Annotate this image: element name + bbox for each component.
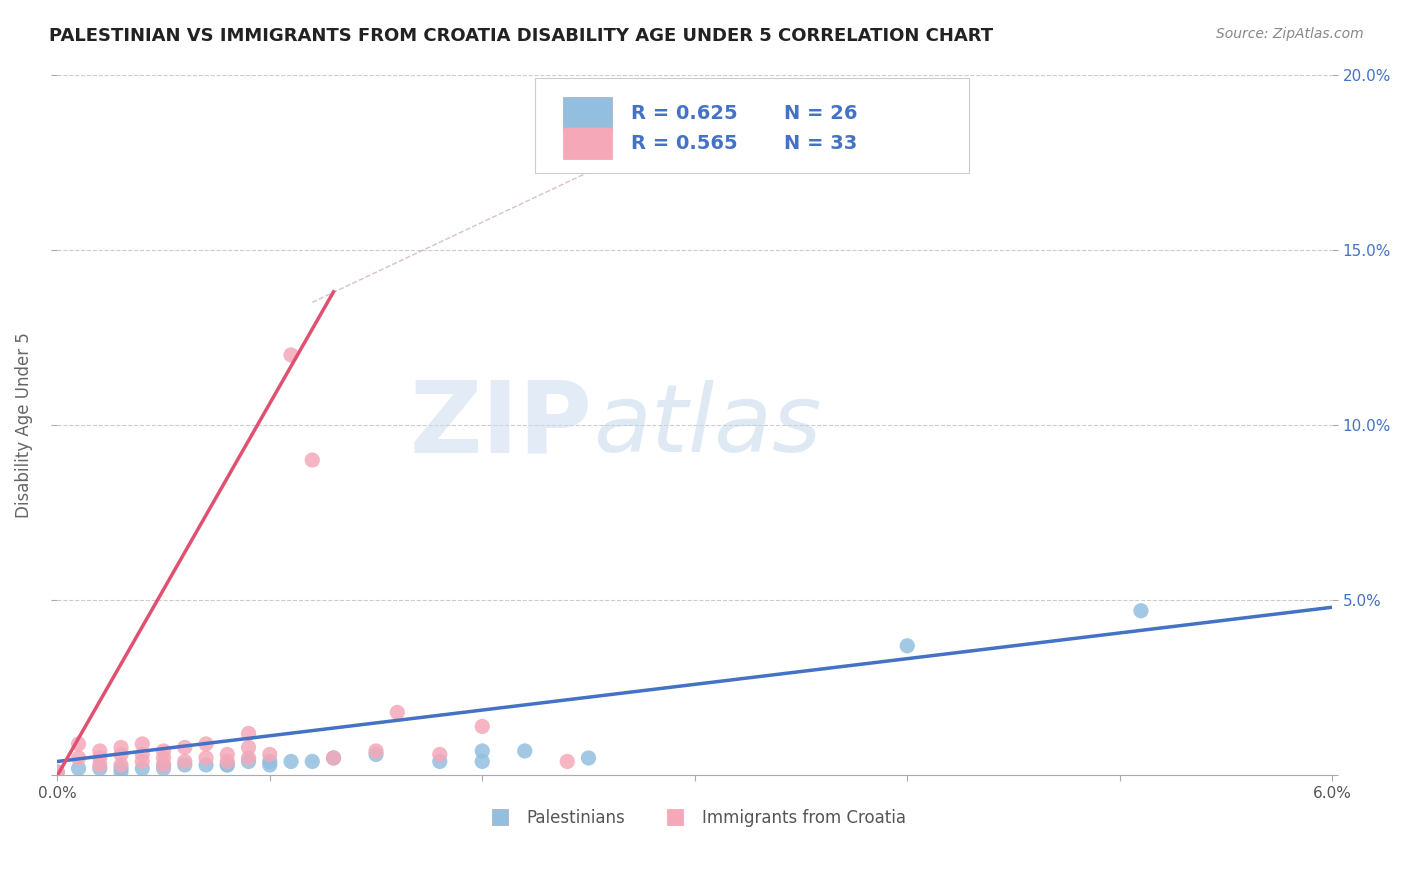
Point (364, 744, 387, 758)
Point (322, 751, 344, 765)
Point (110, 740, 132, 755)
Legend: Palestinians, Immigrants from Croatia: Palestinians, Immigrants from Croatia (477, 803, 912, 834)
Point (471, 744, 494, 758)
Point (217, 758, 239, 772)
Point (46, 764, 69, 779)
Point (238, 740, 260, 755)
Point (173, 758, 195, 772)
Point (152, 751, 174, 765)
Point (110, 747, 132, 762)
Text: atlas: atlas (593, 379, 821, 470)
Point (217, 755, 239, 769)
Point (896, 639, 918, 653)
Point (555, 755, 578, 769)
Point (131, 762, 153, 776)
Point (1130, 604, 1153, 618)
Point (110, 758, 132, 772)
Point (195, 737, 218, 751)
Point (173, 740, 195, 755)
Point (578, 751, 600, 765)
Point (131, 755, 153, 769)
Text: R = 0.625: R = 0.625 (631, 103, 738, 123)
Point (387, 706, 409, 720)
Text: Source: ZipAtlas.com: Source: ZipAtlas.com (1216, 27, 1364, 41)
Point (67, 737, 90, 751)
Point (280, 348, 302, 362)
Text: R = 0.565: R = 0.565 (631, 134, 738, 153)
Point (471, 755, 494, 769)
Point (513, 744, 536, 758)
Point (429, 755, 451, 769)
Text: ZIP: ZIP (411, 376, 593, 474)
Point (301, 453, 323, 467)
Point (195, 751, 218, 765)
Point (195, 758, 218, 772)
Bar (564, 128, 612, 159)
Point (89, 744, 111, 758)
Point (429, 747, 451, 762)
Text: N = 33: N = 33 (785, 134, 858, 153)
Point (89, 762, 111, 776)
Point (152, 762, 174, 776)
FancyBboxPatch shape (536, 78, 969, 173)
Point (152, 758, 174, 772)
Point (364, 747, 387, 762)
Point (110, 762, 132, 776)
Point (131, 747, 153, 762)
Point (110, 764, 132, 779)
Point (471, 719, 494, 733)
Y-axis label: Disability Age Under 5: Disability Age Under 5 (15, 332, 32, 518)
Point (46, 764, 69, 779)
Text: PALESTINIAN VS IMMIGRANTS FROM CROATIA DISABILITY AGE UNDER 5 CORRELATION CHART: PALESTINIAN VS IMMIGRANTS FROM CROATIA D… (49, 27, 993, 45)
Point (131, 737, 153, 751)
Point (89, 758, 111, 772)
Point (217, 758, 239, 772)
Point (238, 751, 260, 765)
Point (322, 751, 344, 765)
Point (238, 755, 260, 769)
Point (67, 751, 90, 765)
Point (152, 758, 174, 772)
Point (280, 755, 302, 769)
Point (238, 726, 260, 740)
Point (301, 755, 323, 769)
Point (152, 744, 174, 758)
Point (89, 751, 111, 765)
Point (259, 747, 281, 762)
Point (259, 758, 281, 772)
Point (67, 762, 90, 776)
Point (217, 747, 239, 762)
Bar (564, 97, 612, 129)
Point (259, 755, 281, 769)
Text: N = 26: N = 26 (785, 103, 858, 123)
Point (173, 755, 195, 769)
